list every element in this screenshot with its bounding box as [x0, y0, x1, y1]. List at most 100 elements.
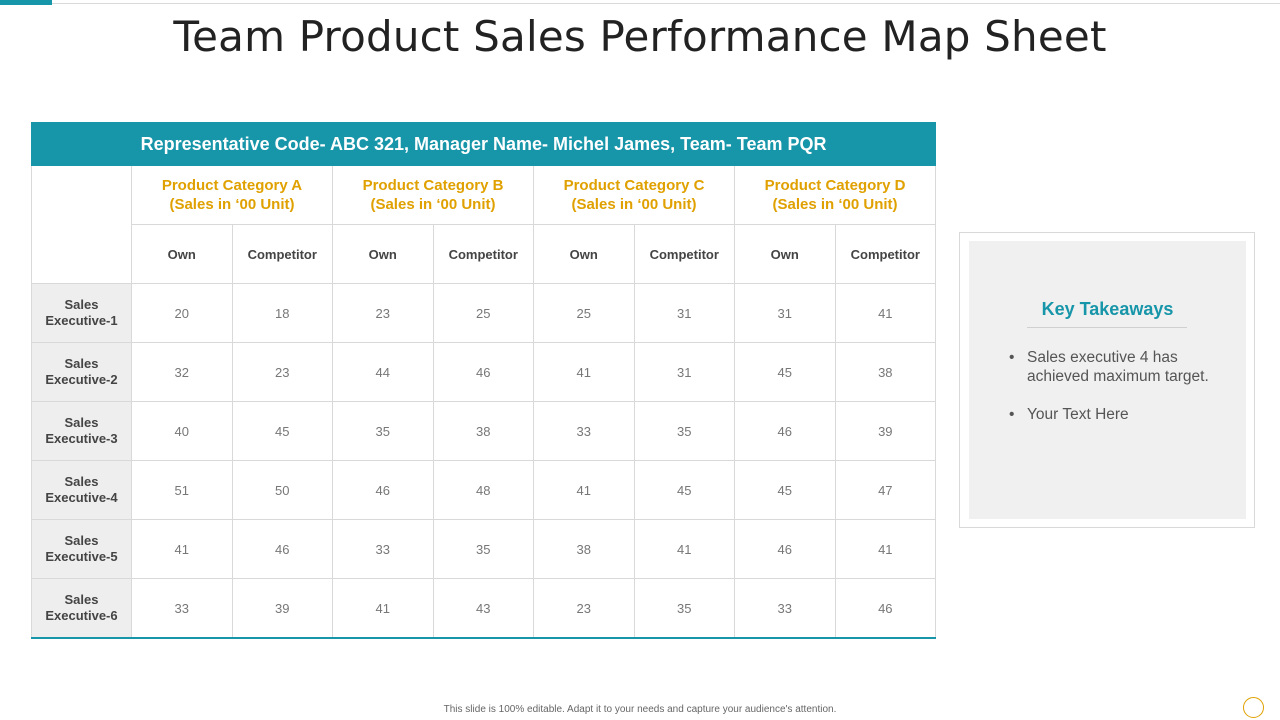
table-cell: 32 — [131, 342, 233, 402]
title-underline — [1027, 327, 1187, 328]
table-cell: 41 — [834, 519, 937, 579]
table-cell: 25 — [533, 283, 635, 343]
table-cell: 39 — [231, 578, 333, 639]
category-header-a: Product Category A (Sales in ‘00 Unit) — [131, 165, 333, 225]
table-cell: 44 — [332, 342, 434, 402]
row-label-line2: Executive-4 — [45, 490, 118, 505]
table-banner: Representative Code- ABC 321, Manager Na… — [30, 122, 937, 166]
sub-header-competitor: Competitor — [633, 224, 735, 284]
table-cell: 46 — [734, 519, 836, 579]
row-header: Sales Executive-3 — [31, 401, 132, 461]
row-label-line1: Sales — [64, 297, 99, 312]
row-label-line1: Sales — [64, 356, 99, 371]
key-takeaways-panel: Key Takeaways Sales executive 4 has achi… — [959, 232, 1255, 528]
category-name: Product Category B — [362, 177, 504, 194]
table-cell: 23 — [332, 283, 434, 343]
sub-header-own: Own — [533, 224, 635, 284]
row-label-line1: Sales — [64, 533, 99, 548]
table-cell: 41 — [834, 283, 937, 343]
row-header: Sales Executive-5 — [31, 519, 132, 579]
row-label-line2: Executive-6 — [45, 608, 118, 623]
category-header-b: Product Category B (Sales in ‘00 Unit) — [332, 165, 534, 225]
row-header: Sales Executive-6 — [31, 578, 132, 639]
row-header: Sales Executive-2 — [31, 342, 132, 402]
table-cell: 25 — [432, 283, 534, 343]
table-cell: 46 — [834, 578, 937, 639]
sub-header-competitor: Competitor — [834, 224, 937, 284]
sub-header-competitor: Competitor — [432, 224, 534, 284]
table-cell: 31 — [633, 283, 735, 343]
table-cell: 45 — [231, 401, 333, 461]
page-title: Team Product Sales Performance Map Sheet — [173, 12, 1107, 61]
sub-header-own: Own — [332, 224, 434, 284]
table-cell: 23 — [533, 578, 635, 639]
takeaway-item: Your Text Here — [1009, 405, 1229, 424]
table-cell: 50 — [231, 460, 333, 520]
category-unit: (Sales in ‘00 Unit) — [370, 196, 496, 213]
table-cell: 47 — [834, 460, 937, 520]
table-row: Sales Executive-1 20 18 23 25 25 31 31 41 — [31, 283, 937, 343]
row-header: Sales Executive-4 — [31, 460, 132, 520]
table-cell: 45 — [734, 342, 836, 402]
table-cell: 40 — [131, 401, 233, 461]
category-header-c: Product Category C (Sales in ‘00 Unit) — [533, 165, 735, 225]
row-label-line1: Sales — [64, 474, 99, 489]
category-unit: (Sales in ‘00 Unit) — [169, 196, 295, 213]
table-cell: 35 — [633, 401, 735, 461]
table-cell: 43 — [432, 578, 534, 639]
category-name: Product Category A — [161, 177, 303, 194]
circle-icon — [1243, 697, 1264, 718]
table-corner-cell — [31, 165, 132, 284]
table-cell: 41 — [533, 342, 635, 402]
category-unit: (Sales in ‘00 Unit) — [772, 196, 898, 213]
sub-header-competitor: Competitor — [231, 224, 333, 284]
category-name: Product Category D — [764, 177, 906, 194]
table-cell: 35 — [633, 578, 735, 639]
row-label-line1: Sales — [64, 592, 99, 607]
top-accent-bar — [0, 0, 52, 5]
takeaways-list: Sales executive 4 has achieved maximum t… — [1009, 348, 1229, 443]
row-label-line2: Executive-3 — [45, 431, 118, 446]
sub-header-own: Own — [131, 224, 233, 284]
top-rule — [0, 3, 1280, 4]
table-cell: 46 — [432, 342, 534, 402]
table-cell: 41 — [533, 460, 635, 520]
table-cell: 33 — [533, 401, 635, 461]
category-name: Product Category C — [563, 177, 705, 194]
table-cell: 18 — [231, 283, 333, 343]
table-cell: 45 — [734, 460, 836, 520]
sales-performance-table: Representative Code- ABC 321, Manager Na… — [30, 122, 937, 639]
table-cell: 23 — [231, 342, 333, 402]
table-row: Sales Executive-6 33 39 41 43 23 35 33 46 — [31, 578, 937, 639]
table-row: Sales Executive-5 41 46 33 35 38 41 46 41 — [31, 519, 937, 579]
table-cell: 46 — [231, 519, 333, 579]
table-cell: 31 — [734, 283, 836, 343]
table-cell: 41 — [633, 519, 735, 579]
table-cell: 51 — [131, 460, 233, 520]
category-header-d: Product Category D (Sales in ‘00 Unit) — [733, 165, 937, 225]
table-cell: 41 — [131, 519, 233, 579]
table-cell: 46 — [332, 460, 434, 520]
row-label-line1: Sales — [64, 415, 99, 430]
table-row: Sales Executive-2 32 23 44 46 41 31 45 38 — [31, 342, 937, 402]
row-label-line2: Executive-2 — [45, 372, 118, 387]
table-cell: 33 — [131, 578, 233, 639]
table-cell: 38 — [533, 519, 635, 579]
sub-header-own: Own — [734, 224, 836, 284]
table-cell: 45 — [633, 460, 735, 520]
table-cell: 46 — [734, 401, 836, 461]
table-cell: 39 — [834, 401, 937, 461]
table-cell: 33 — [734, 578, 836, 639]
row-label-line2: Executive-1 — [45, 313, 118, 328]
row-header: Sales Executive-1 — [31, 283, 132, 343]
category-unit: (Sales in ‘00 Unit) — [571, 196, 697, 213]
table-row: Sales Executive-3 40 45 35 38 33 35 46 39 — [31, 401, 937, 461]
table-cell: 31 — [633, 342, 735, 402]
table-cell: 48 — [432, 460, 534, 520]
table-cell: 33 — [332, 519, 434, 579]
table-row: Sales Executive-4 51 50 46 48 41 45 45 47 — [31, 460, 937, 520]
table-cell: 38 — [432, 401, 534, 461]
takeaway-item: Sales executive 4 has achieved maximum t… — [1009, 348, 1229, 386]
table-cell: 35 — [432, 519, 534, 579]
table-cell: 38 — [834, 342, 937, 402]
